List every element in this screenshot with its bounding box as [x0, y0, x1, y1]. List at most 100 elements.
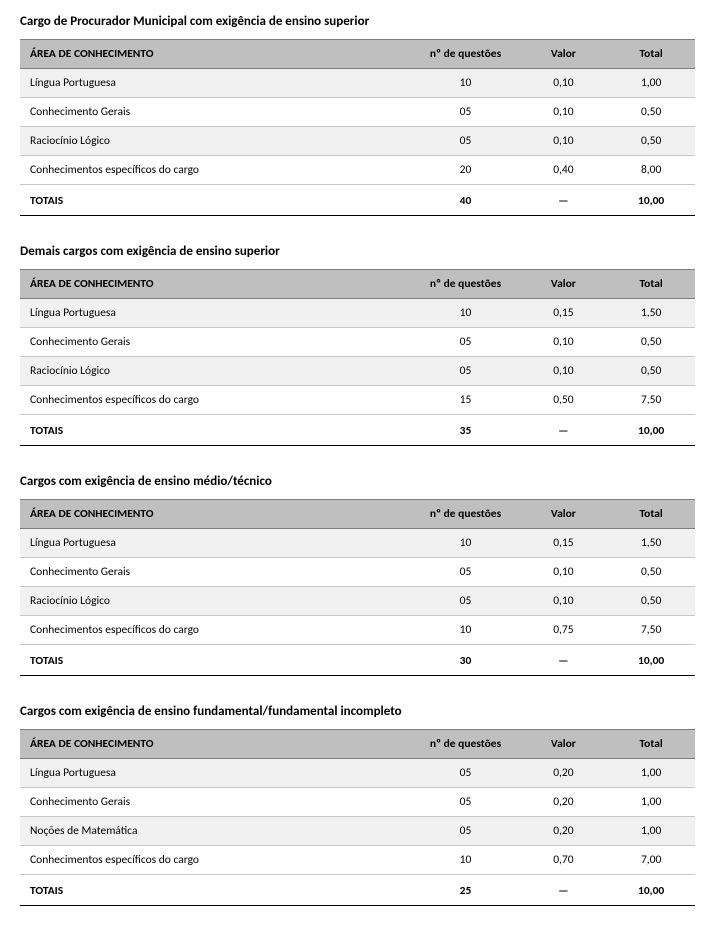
totals-label: TOTAIS [20, 645, 412, 676]
table-totals-row: TOTAIS25—10,00 [20, 875, 695, 906]
table-header-row: ÁREA DE CONHECIMENTOnº de questõesValorT… [20, 730, 695, 759]
cell-total: 1,00 [607, 759, 695, 788]
col-total-header: Total [607, 500, 695, 529]
col-valor-header: Valor [520, 500, 608, 529]
totals-questoes: 25 [412, 875, 520, 906]
table-row: Língua Portuguesa100,151,50 [20, 529, 695, 558]
cell-total: 1,00 [607, 788, 695, 817]
table-row: Raciocínio Lógico050,100,50 [20, 127, 695, 156]
exam-table: ÁREA DE CONHECIMENTOnº de questõesValorT… [20, 499, 695, 676]
cell-area: Raciocínio Lógico [20, 587, 412, 616]
totals-valor: — [520, 645, 608, 676]
col-valor-header: Valor [520, 40, 608, 69]
cell-questoes: 15 [412, 386, 520, 415]
cell-valor: 0,20 [520, 759, 608, 788]
table-row: Língua Portuguesa100,101,00 [20, 69, 695, 98]
cell-questoes: 05 [412, 587, 520, 616]
cell-valor: 0,10 [520, 558, 608, 587]
cell-valor: 0,20 [520, 788, 608, 817]
section-title: Cargo de Procurador Municipal com exigên… [20, 14, 695, 29]
col-total-header: Total [607, 40, 695, 69]
cell-questoes: 10 [412, 616, 520, 645]
totals-total: 10,00 [607, 415, 695, 446]
table-row: Conhecimentos específicos do cargo200,40… [20, 156, 695, 185]
table-row: Conhecimento Gerais050,100,50 [20, 98, 695, 127]
col-questoes-header: nº de questões [412, 730, 520, 759]
cell-questoes: 05 [412, 788, 520, 817]
section: Cargos com exigência de ensino fundament… [20, 704, 695, 906]
totals-label: TOTAIS [20, 415, 412, 446]
table-row: Raciocínio Lógico050,100,50 [20, 357, 695, 386]
cell-area: Conhecimento Gerais [20, 788, 412, 817]
totals-questoes: 40 [412, 185, 520, 216]
cell-valor: 0,15 [520, 299, 608, 328]
section: Cargos com exigência de ensino médio/téc… [20, 474, 695, 676]
totals-label: TOTAIS [20, 185, 412, 216]
cell-total: 1,00 [607, 69, 695, 98]
cell-valor: 0,40 [520, 156, 608, 185]
table-totals-row: TOTAIS40—10,00 [20, 185, 695, 216]
table-header-row: ÁREA DE CONHECIMENTOnº de questõesValorT… [20, 270, 695, 299]
document-root: Cargo de Procurador Municipal com exigên… [20, 14, 695, 906]
table-row: Conhecimento Gerais050,100,50 [20, 328, 695, 357]
cell-area: Língua Portuguesa [20, 529, 412, 558]
cell-valor: 0,10 [520, 69, 608, 98]
totals-valor: — [520, 415, 608, 446]
cell-area: Conhecimentos específicos do cargo [20, 846, 412, 875]
cell-total: 0,50 [607, 98, 695, 127]
cell-questoes: 05 [412, 127, 520, 156]
col-total-header: Total [607, 730, 695, 759]
cell-questoes: 05 [412, 558, 520, 587]
cell-questoes: 05 [412, 759, 520, 788]
totals-valor: — [520, 875, 608, 906]
cell-total: 7,50 [607, 616, 695, 645]
cell-valor: 0,10 [520, 98, 608, 127]
section: Demais cargos com exigência de ensino su… [20, 244, 695, 446]
table-row: Língua Portuguesa050,201,00 [20, 759, 695, 788]
col-area-header: ÁREA DE CONHECIMENTO [20, 500, 412, 529]
exam-table: ÁREA DE CONHECIMENTOnº de questõesValorT… [20, 729, 695, 906]
col-questoes-header: nº de questões [412, 500, 520, 529]
cell-total: 7,50 [607, 386, 695, 415]
cell-area: Raciocínio Lógico [20, 127, 412, 156]
col-area-header: ÁREA DE CONHECIMENTO [20, 730, 412, 759]
cell-valor: 0,10 [520, 357, 608, 386]
cell-questoes: 05 [412, 357, 520, 386]
cell-area: Língua Portuguesa [20, 759, 412, 788]
cell-area: Língua Portuguesa [20, 69, 412, 98]
exam-table: ÁREA DE CONHECIMENTOnº de questõesValorT… [20, 39, 695, 216]
cell-area: Conhecimentos específicos do cargo [20, 616, 412, 645]
table-row: Raciocínio Lógico050,100,50 [20, 587, 695, 616]
cell-questoes: 05 [412, 98, 520, 127]
totals-valor: — [520, 185, 608, 216]
cell-area: Conhecimento Gerais [20, 328, 412, 357]
col-area-header: ÁREA DE CONHECIMENTO [20, 270, 412, 299]
table-totals-row: TOTAIS35—10,00 [20, 415, 695, 446]
totals-questoes: 30 [412, 645, 520, 676]
section-title: Demais cargos com exigência de ensino su… [20, 244, 695, 259]
totals-total: 10,00 [607, 185, 695, 216]
cell-valor: 0,10 [520, 587, 608, 616]
col-area-header: ÁREA DE CONHECIMENTO [20, 40, 412, 69]
section-title: Cargos com exigência de ensino fundament… [20, 704, 695, 719]
cell-valor: 0,75 [520, 616, 608, 645]
cell-valor: 0,15 [520, 529, 608, 558]
cell-total: 1,50 [607, 299, 695, 328]
table-row: Conhecimentos específicos do cargo100,75… [20, 616, 695, 645]
totals-label: TOTAIS [20, 875, 412, 906]
col-valor-header: Valor [520, 730, 608, 759]
cell-questoes: 20 [412, 156, 520, 185]
cell-total: 0,50 [607, 328, 695, 357]
table-row: Conhecimentos específicos do cargo150,50… [20, 386, 695, 415]
col-valor-header: Valor [520, 270, 608, 299]
cell-area: Noções de Matemática [20, 817, 412, 846]
cell-valor: 0,10 [520, 328, 608, 357]
totals-questoes: 35 [412, 415, 520, 446]
cell-valor: 0,20 [520, 817, 608, 846]
cell-area: Raciocínio Lógico [20, 357, 412, 386]
table-header-row: ÁREA DE CONHECIMENTOnº de questõesValorT… [20, 500, 695, 529]
cell-area: Língua Portuguesa [20, 299, 412, 328]
cell-questoes: 10 [412, 69, 520, 98]
table-header-row: ÁREA DE CONHECIMENTOnº de questõesValorT… [20, 40, 695, 69]
col-total-header: Total [607, 270, 695, 299]
